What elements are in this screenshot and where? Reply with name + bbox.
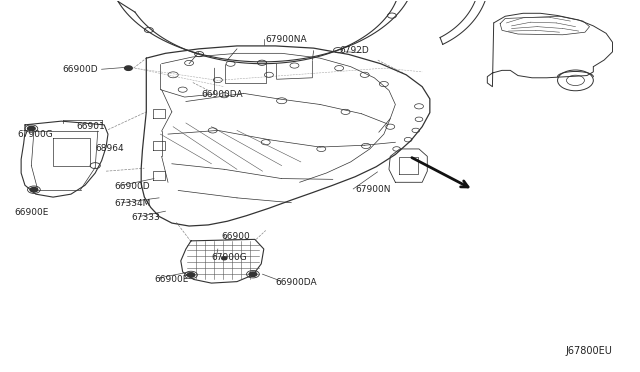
Text: 68964: 68964 [95, 144, 124, 153]
Text: 6792D: 6792D [339, 46, 369, 55]
Circle shape [28, 126, 35, 131]
Text: 66900E: 66900E [154, 275, 188, 284]
Text: 67334M: 67334M [115, 199, 151, 208]
Text: 66900D: 66900D [63, 65, 99, 74]
Text: 66900: 66900 [221, 231, 250, 241]
Text: 67900G: 67900G [17, 129, 53, 139]
Text: 67333: 67333 [132, 213, 161, 222]
Circle shape [221, 257, 227, 260]
Text: 67900NA: 67900NA [266, 35, 307, 44]
Circle shape [30, 187, 38, 192]
Circle shape [125, 66, 132, 70]
Text: 67900G: 67900G [211, 253, 247, 262]
Text: 66900DA: 66900DA [275, 278, 317, 287]
Text: J67800EU: J67800EU [566, 346, 612, 356]
Text: 66900DA: 66900DA [202, 90, 243, 99]
Text: 66900E: 66900E [15, 208, 49, 217]
Text: 67900N: 67900N [355, 185, 390, 194]
Circle shape [249, 272, 257, 276]
Text: 66900D: 66900D [115, 182, 150, 190]
Text: 66901: 66901 [76, 122, 105, 131]
Circle shape [187, 273, 195, 277]
